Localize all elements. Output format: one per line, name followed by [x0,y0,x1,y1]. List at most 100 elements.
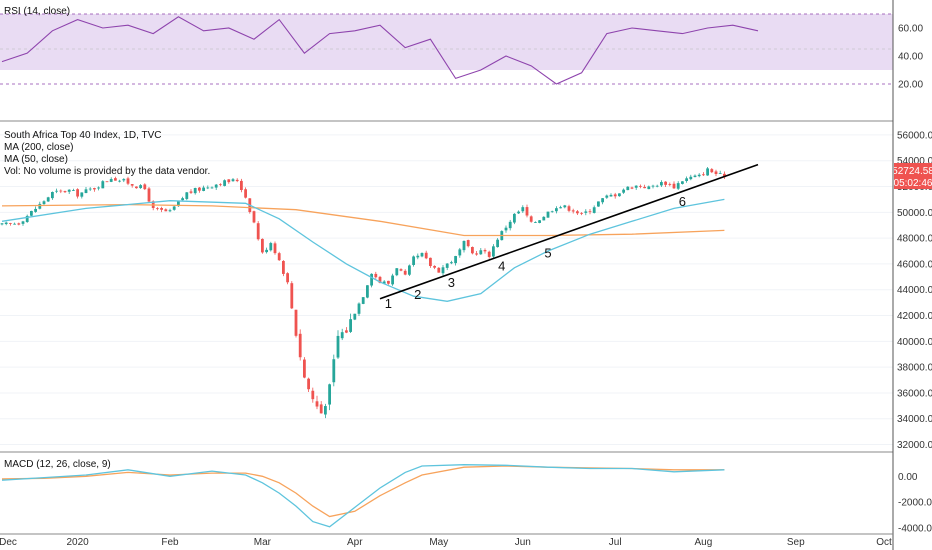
candle-body [109,179,113,182]
candle-body [706,168,709,176]
candle-body [450,262,453,264]
candle-body [487,251,491,257]
price-grid [0,134,893,446]
candle-body [168,210,172,212]
candle-body [374,273,378,278]
time-tick-label: Mar [254,537,272,548]
candle-body [38,203,42,209]
candle-body [697,174,701,177]
candle-body [67,189,71,192]
candle-body [395,268,399,276]
candle-body [361,297,365,304]
candle-body [412,256,415,265]
candle-body [634,185,638,188]
volume-legend: Vol: No volume is provided by the data v… [4,166,210,177]
candle-body [643,186,646,189]
candle-body [214,184,218,188]
candle-body [542,216,546,221]
price-tick-label: 36000.00 [897,388,932,399]
time-axis[interactable]: Dec 2020 Feb Mar Apr May Jun Jul Aug Sep Oct [0,537,892,548]
candle-body [223,180,226,186]
macd-title: MACD (12, 26, close, 9) [4,459,111,470]
candle-body [114,178,117,181]
candle-body [504,227,508,231]
candle-body [538,220,541,223]
candle-body [349,319,352,332]
candle-body [147,188,151,202]
candle-body [441,267,445,274]
candle-body [592,207,596,213]
candle-body [206,187,210,189]
touch-label: 3 [448,275,455,290]
candle-body [273,243,277,254]
macd-line [1,464,725,528]
candle-body [80,192,84,197]
candle-body [51,192,54,199]
time-tick-label: Dec [0,537,17,548]
macd-pane[interactable]: MACD (12, 26, close, 9) 0.00 -2000.00 -400… [1,459,932,535]
candle-body [437,267,441,273]
candle-body [424,252,428,259]
candle-body [429,257,432,267]
candle-body [584,211,588,213]
ma50-legend: MA (50, close) [4,154,68,165]
candle-body [445,263,449,268]
candle-body [261,238,264,253]
price-tick-label: 44000.00 [897,285,932,296]
ma50-line [1,198,725,302]
candle-body [475,253,478,255]
candle-body [227,179,231,183]
main-title: South Africa Top 40 Index, 1D, TVC [4,130,162,141]
candle-body [17,223,21,225]
macd-tick-label: 0.00 [898,472,918,483]
macd-axis-ticks[interactable]: 0.00 -2000.00 -4000.00 [898,472,932,535]
candle-body [605,195,609,198]
candle-body [529,216,533,222]
candle-body [202,187,205,191]
ma200-line [1,203,725,237]
candle-body [550,211,554,213]
candle-body [408,265,411,275]
candle-body [714,171,718,175]
candle-body [34,208,37,212]
candle-body [521,207,525,212]
rsi-axis-ticks[interactable]: 60.00 40.00 20.00 [898,24,923,91]
candle-body [710,169,714,173]
touch-label: 1 [385,296,392,311]
candle-body [689,176,693,180]
candle-body [0,223,4,225]
candle-body [59,190,63,192]
rsi-tick-label: 40.00 [898,52,923,63]
candle-body [567,206,571,211]
price-tick-label: 48000.00 [897,234,932,245]
candle-body [13,223,16,225]
candle-body [496,239,499,248]
time-tick-label: 2020 [66,537,89,548]
price-tick-label: 32000.00 [897,440,932,451]
candle-body [319,404,323,414]
candle-body [336,335,340,358]
candle-body [525,207,529,216]
candle-body [303,359,306,378]
candle-body [298,333,302,358]
candle-body [718,173,722,174]
last-price-tag-bg [894,163,932,189]
candle-body [370,273,373,286]
support-trendline[interactable] [379,163,759,300]
candle-body [378,276,382,283]
rsi-tick-label: 60.00 [898,24,923,35]
candle-body [563,205,567,208]
candle-body [559,207,562,209]
candle-body [290,283,294,309]
candle-body [555,208,558,212]
candle-body [647,186,651,190]
candle-body [164,209,168,212]
rsi-pane[interactable]: RSI (14, close) 60.00 40.00 20.00 [0,6,923,91]
candle-body [219,184,222,186]
price-pane[interactable]: 1 2 3 4 5 6 South Africa Top 40 Index, 1D, TV… [0,130,932,451]
candle-body [576,211,579,214]
price-tick-label: 50000.00 [897,208,932,219]
candle-body [399,269,403,271]
